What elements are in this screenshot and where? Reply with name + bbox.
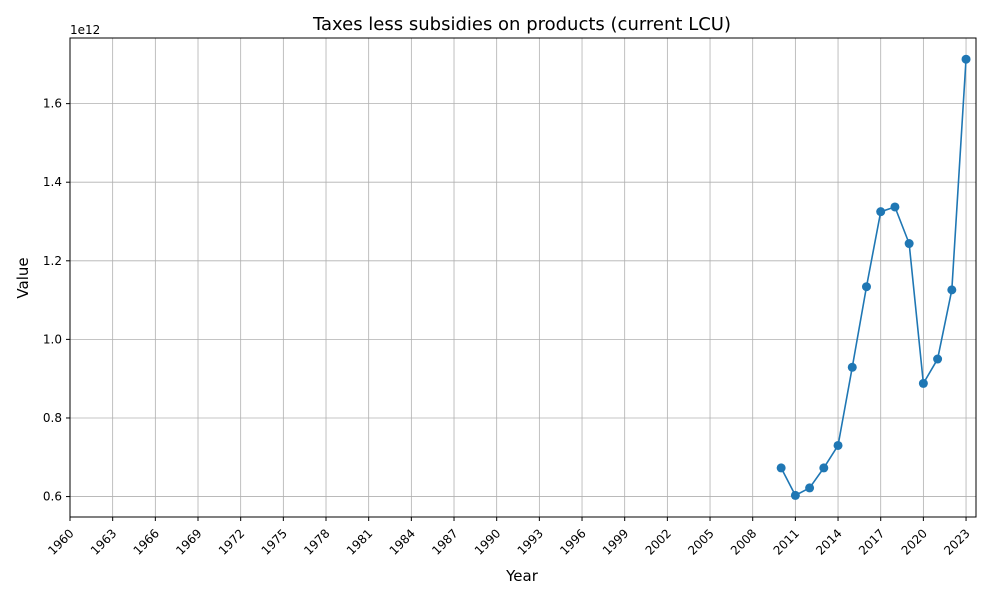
x-tick-label: 1999 bbox=[600, 526, 631, 557]
x-tick-label: 2002 bbox=[643, 526, 674, 557]
data-point bbox=[776, 463, 786, 473]
x-tick-label: 2020 bbox=[899, 526, 930, 557]
x-tick-label: 1963 bbox=[88, 526, 119, 557]
y-tick-label: 1.0 bbox=[43, 332, 62, 346]
y-tick-label: 1.4 bbox=[43, 175, 62, 189]
y-tick-label: 1.2 bbox=[43, 254, 62, 268]
x-tick-label: 1966 bbox=[131, 526, 162, 557]
series-line bbox=[780, 59, 967, 497]
data-point bbox=[861, 282, 871, 292]
x-tick-label: 1981 bbox=[344, 526, 375, 557]
data-point bbox=[933, 354, 943, 364]
x-tick-label: 2011 bbox=[771, 526, 802, 557]
data-point bbox=[805, 483, 815, 493]
data-point bbox=[833, 440, 843, 450]
x-tick-label: 2023 bbox=[941, 526, 972, 557]
series-group bbox=[776, 54, 971, 500]
x-tick-label: 2005 bbox=[685, 526, 716, 557]
x-tick-label: 1993 bbox=[515, 526, 546, 557]
x-tick-label: 1996 bbox=[557, 526, 588, 557]
y-tick-label: 0.8 bbox=[43, 411, 62, 425]
y-tick-label: 1.6 bbox=[43, 97, 62, 111]
y-tick-label: 0.6 bbox=[43, 490, 62, 504]
x-tick-label: 1969 bbox=[173, 526, 204, 557]
x-tick-label: 1990 bbox=[472, 526, 503, 557]
x-tick-label: 1972 bbox=[216, 526, 247, 557]
grid-lines bbox=[69, 38, 976, 517]
x-axis-label: Year bbox=[505, 567, 539, 585]
data-point bbox=[847, 362, 857, 372]
data-point bbox=[819, 463, 829, 473]
data-point bbox=[961, 54, 971, 64]
y-axis-offset-label: 1e12 bbox=[70, 23, 100, 37]
plot-frame bbox=[69, 37, 977, 518]
x-tick-label: 2014 bbox=[813, 526, 844, 557]
x-tick-label: 1960 bbox=[45, 526, 76, 557]
data-point bbox=[876, 207, 886, 217]
data-point bbox=[918, 378, 928, 388]
data-point bbox=[904, 239, 914, 249]
x-tick-label: 1978 bbox=[301, 526, 332, 557]
x-tick-label: 1984 bbox=[387, 526, 418, 557]
x-tick-label: 2017 bbox=[856, 526, 887, 557]
x-tick-label: 2008 bbox=[728, 526, 759, 557]
x-tick-label: 1987 bbox=[429, 526, 460, 557]
x-tick-label: 1975 bbox=[259, 526, 290, 557]
y-axis-label: Value bbox=[14, 257, 32, 298]
data-point bbox=[790, 490, 800, 500]
data-point bbox=[947, 285, 957, 295]
y-axis-ticks: 0.6 0.8 1.0 1.2 1.4 1.6 bbox=[43, 97, 70, 504]
data-point bbox=[890, 202, 900, 212]
chart-title: Taxes less subsidies on products (curren… bbox=[312, 14, 731, 35]
x-axis-ticks: 1960 1963 1966 1969 1972 1975 1978 1981 1984 1987… bbox=[45, 517, 973, 558]
